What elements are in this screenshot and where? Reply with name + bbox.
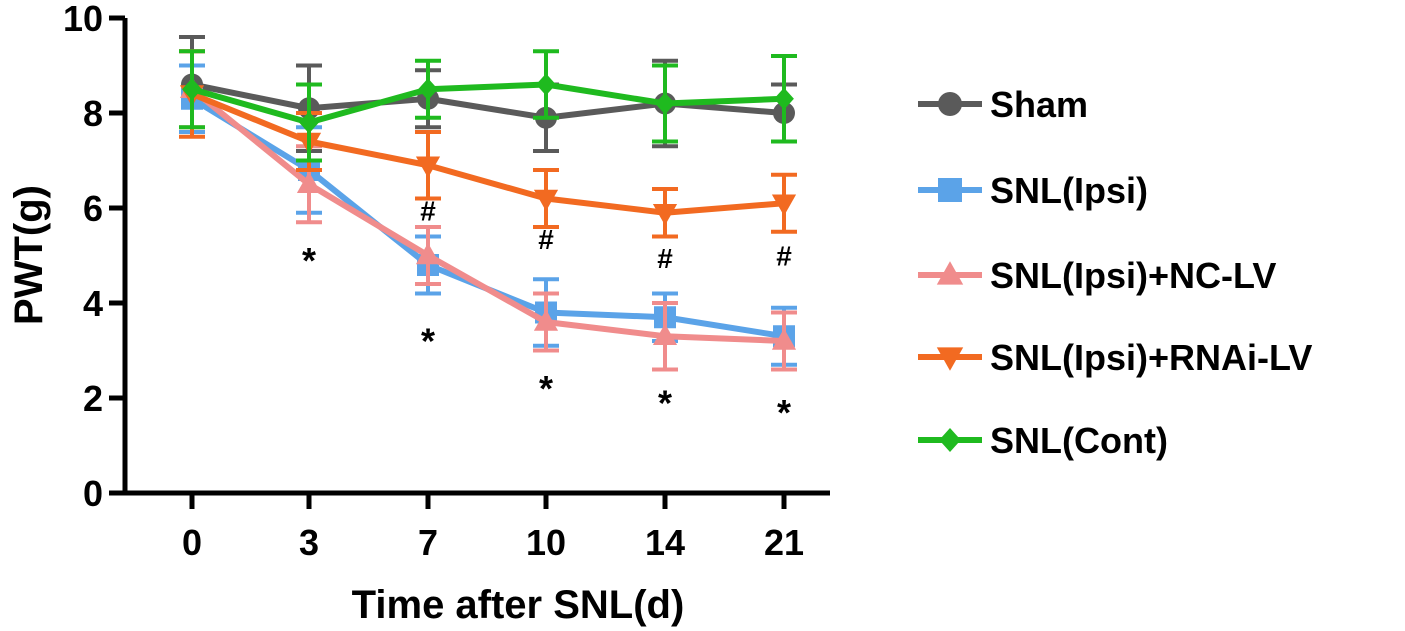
y-tick-label: 2 bbox=[83, 378, 103, 419]
data-point bbox=[415, 242, 441, 265]
legend-item-snl-ipsi-rnai-lv: SNL(Ipsi)+RNAi-LV bbox=[918, 337, 1312, 378]
legend-marker bbox=[938, 178, 962, 202]
y-tick-label: 6 bbox=[83, 188, 103, 229]
legend-item-snl-cont: SNL(Cont) bbox=[918, 420, 1168, 461]
data-point bbox=[771, 194, 797, 216]
annotations: * * * * * # # # # bbox=[302, 195, 792, 432]
x-axis-title: Time after SNL(d) bbox=[352, 583, 685, 627]
data-point bbox=[182, 78, 202, 101]
significance-star: * bbox=[658, 382, 672, 423]
legend-marker bbox=[936, 261, 964, 285]
legend: Sham SNL(Ipsi) SNL(Ipsi)+NC-LV SNL(Ipsi)+RN… bbox=[918, 84, 1312, 461]
y-tick-label: 4 bbox=[83, 283, 103, 324]
series-line bbox=[190, 86, 785, 344]
axes: 0 2 4 6 8 10 0 3 7 10 14 21 bbox=[63, 0, 830, 563]
x-tick-label: 14 bbox=[645, 522, 685, 563]
x-tick-label: 21 bbox=[764, 522, 804, 563]
x-tick-label: 7 bbox=[418, 522, 438, 563]
significance-star: * bbox=[777, 392, 791, 433]
legend-label: SNL(Cont) bbox=[990, 420, 1168, 461]
significance-hash: # bbox=[538, 224, 554, 255]
legend-marker bbox=[936, 347, 964, 371]
significance-hash: # bbox=[657, 243, 673, 274]
x-tick-label: 3 bbox=[299, 522, 319, 563]
data-point bbox=[774, 87, 794, 110]
legend-item-sham: Sham bbox=[918, 84, 1088, 125]
data-point bbox=[533, 189, 559, 212]
x-tick-label: 10 bbox=[526, 522, 566, 563]
y-tick-label: 10 bbox=[63, 0, 103, 39]
legend-label: SNL(Ipsi)+NC-LV bbox=[990, 255, 1276, 296]
y-axis-title: PWT(g) bbox=[7, 185, 51, 325]
series-sham bbox=[179, 35, 797, 153]
legend-label: SNL(Ipsi)+RNAi-LV bbox=[990, 337, 1312, 378]
data-point bbox=[652, 203, 678, 226]
data-point bbox=[652, 323, 678, 346]
data-point bbox=[418, 78, 438, 101]
data-point bbox=[296, 171, 322, 194]
y-tick-label: 0 bbox=[83, 473, 103, 514]
legend-item-snl-ipsi-nc-lv: SNL(Ipsi)+NC-LV bbox=[918, 255, 1276, 296]
plot-area bbox=[179, 35, 797, 372]
significance-star: * bbox=[421, 321, 435, 362]
series-line bbox=[191, 81, 785, 126]
data-point bbox=[533, 309, 559, 331]
series-line bbox=[190, 91, 785, 216]
data-point bbox=[536, 73, 556, 96]
legend-marker bbox=[938, 92, 962, 116]
data-point bbox=[771, 328, 797, 350]
series-snl-cont bbox=[179, 49, 797, 163]
y-tick-label: 8 bbox=[83, 93, 103, 134]
x-tick-label: 0 bbox=[182, 522, 202, 563]
legend-marker bbox=[939, 428, 961, 452]
significance-hash: # bbox=[776, 241, 792, 272]
significance-star: * bbox=[302, 240, 316, 281]
series-line bbox=[190, 96, 785, 340]
legend-label: SNL(Ipsi) bbox=[990, 170, 1148, 211]
legend-item-snl-ipsi: SNL(Ipsi) bbox=[918, 170, 1148, 211]
significance-star: * bbox=[539, 368, 553, 409]
data-point bbox=[655, 92, 675, 115]
significance-hash: # bbox=[420, 195, 436, 226]
data-point bbox=[415, 156, 441, 178]
data-point bbox=[299, 111, 319, 134]
legend-label: Sham bbox=[990, 84, 1088, 125]
